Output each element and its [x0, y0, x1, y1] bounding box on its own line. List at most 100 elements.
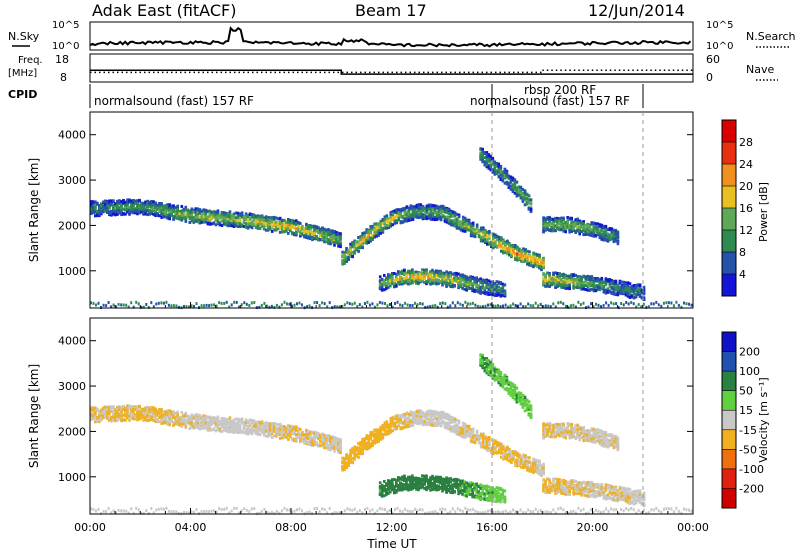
power-ground-cell — [495, 305, 497, 308]
power-ground-cell — [630, 301, 632, 304]
power-ground-cell — [675, 301, 677, 304]
cpid-label: CPID — [8, 88, 37, 101]
power-ground-cell — [376, 303, 378, 306]
power-ground-cell — [168, 304, 170, 307]
power-ground-cell — [130, 301, 132, 304]
power-ground-cell — [474, 304, 476, 307]
power-ground-cell — [231, 303, 233, 306]
power-ground-cell — [371, 302, 373, 305]
power-cbar-tick-label: 20 — [739, 180, 753, 193]
power-ground-cell — [281, 303, 283, 306]
power-cbar-tick-label: 8 — [739, 246, 746, 259]
power-ground-cell — [467, 302, 469, 305]
power-ground-cell — [557, 301, 559, 304]
power-cell — [241, 212, 244, 215]
velocity-cell — [217, 417, 220, 420]
velocity-cell — [181, 411, 184, 414]
power-ground-cell — [422, 303, 424, 306]
power-cbar-label: Power [dB] — [757, 182, 770, 242]
power-cbar-swatch — [722, 230, 736, 253]
power-ground-cell — [628, 302, 630, 305]
power-ground-cell — [208, 304, 210, 307]
power-ground-cell — [432, 305, 434, 308]
power-ground-cell — [286, 302, 288, 305]
power-ground-cell — [93, 302, 95, 305]
power-ground-cell — [329, 301, 331, 304]
date-title: 12/Jun/2014 — [588, 1, 685, 20]
power-cell — [615, 281, 618, 284]
power-ground-cell — [206, 304, 208, 307]
power-ground-cell — [98, 302, 100, 305]
power-y-tick-label: 3000 — [58, 174, 86, 187]
power-ground-cell — [464, 301, 466, 304]
power-cell — [488, 235, 491, 238]
power-ground-cell — [434, 304, 436, 307]
power-ground-cell — [251, 301, 253, 304]
power-ground-cell — [369, 304, 371, 307]
power-ground-cell — [527, 303, 529, 306]
power-cell — [386, 214, 389, 217]
power-ground-cell — [314, 301, 316, 304]
power-ground-cell — [271, 305, 273, 308]
power-ground-cell — [678, 304, 680, 307]
power-ground-cell — [175, 304, 177, 307]
freq-panel-frame — [90, 54, 693, 82]
power-cell — [361, 246, 364, 249]
power-ground-cell — [660, 305, 662, 308]
power-cell — [601, 277, 604, 280]
freq-tick-top: 18 — [55, 53, 69, 66]
power-cell — [530, 208, 533, 211]
velocity-cell — [168, 423, 171, 426]
power-ground-cell — [603, 304, 605, 307]
power-ground-cell — [668, 301, 670, 304]
nave-tick-bottom: 0 — [706, 71, 713, 84]
power-ground-cell — [399, 304, 401, 307]
power-ground-cell — [615, 302, 617, 305]
power-ground-cell — [389, 303, 391, 306]
power-ground-cell — [233, 301, 235, 304]
power-ground-cell — [691, 304, 693, 307]
power-ground-cell — [236, 301, 238, 304]
power-ground-cell — [487, 304, 489, 307]
power-ground-cell — [223, 302, 225, 305]
power-ground-cell — [638, 303, 640, 306]
power-ground-cell — [419, 302, 421, 305]
power-ground-cell — [565, 305, 567, 308]
power-ground-cell — [253, 301, 255, 304]
power-cell — [299, 222, 302, 225]
power-cbar-tick-label: 4 — [739, 268, 746, 281]
power-cell — [395, 275, 398, 278]
power-ground-cell — [165, 301, 167, 304]
power-cell — [542, 258, 545, 261]
power-cell — [617, 233, 620, 236]
power-ground-cell — [605, 301, 607, 304]
power-ground-cell — [512, 303, 514, 306]
power-ground-cell — [444, 302, 446, 305]
power-ground-cell — [397, 301, 399, 304]
power-ground-cell — [155, 303, 157, 306]
power-ground-cell — [324, 302, 326, 305]
power-cell — [516, 181, 519, 184]
power-ground-cell — [316, 301, 318, 304]
nave-tick-top: 60 — [706, 53, 720, 66]
power-ground-cell — [150, 301, 152, 304]
power-y-tick-label: 4000 — [58, 129, 86, 142]
power-cell — [629, 282, 632, 285]
noise-left-tick-bottom: 10^0 — [52, 41, 79, 52]
velocity-cell — [138, 405, 141, 408]
power-cbar-swatch — [722, 208, 736, 231]
beam-title: Beam 17 — [355, 1, 427, 20]
power-cell — [530, 198, 533, 201]
power-ground-cell — [673, 304, 675, 307]
noise-right-label: N.Search — [746, 30, 796, 43]
power-cell — [339, 236, 342, 239]
power-cell — [566, 220, 569, 223]
power-cbar-swatch — [722, 164, 736, 187]
power-cell — [528, 195, 531, 198]
power-ground-cell — [590, 302, 592, 305]
power-ground-cell — [193, 305, 195, 308]
power-ground-cell — [608, 304, 610, 307]
power-y-tick-label: 2000 — [58, 219, 86, 232]
power-ground-cell — [246, 303, 248, 306]
